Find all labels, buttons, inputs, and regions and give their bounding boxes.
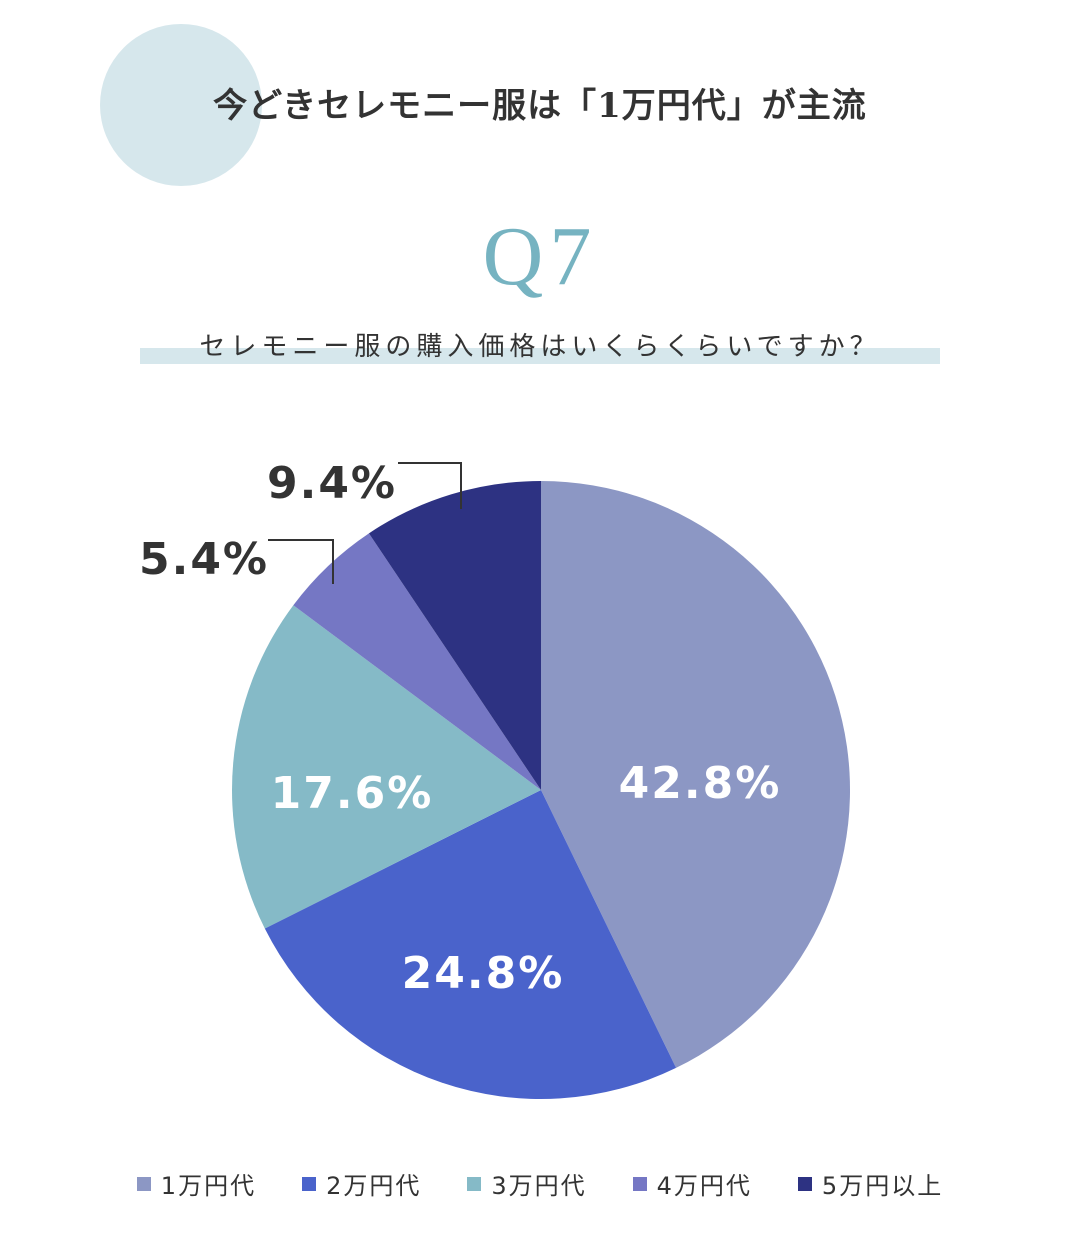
- pie-slice-2: [264, 790, 677, 1100]
- legend-item: 1万円代: [136, 1166, 257, 1201]
- legend-item: 2万円代: [302, 1166, 421, 1201]
- leader-line: [268, 539, 334, 584]
- legend-swatch: [467, 1176, 482, 1191]
- question-number: Q7: [482, 210, 598, 303]
- legend-label: 3万円代: [491, 1172, 587, 1200]
- pie-slice-1: [541, 481, 851, 1068]
- slice-value-label: 17.6%: [271, 768, 434, 819]
- leader-line: [398, 462, 462, 509]
- chart-legend: 1万円代 2万円代 3万円代 4万円代 5万円以上: [0, 1166, 1080, 1201]
- legend-swatch: [632, 1176, 647, 1191]
- legend-item: 4万円代: [632, 1166, 752, 1201]
- question-text: セレモニー服の購入価格はいくらくらいですか？: [199, 332, 881, 362]
- legend-label: 5万円以上: [821, 1172, 944, 1200]
- pie-chart: 42.8% 24.8% 17.6% 5.4% 9.4%: [139, 458, 851, 1100]
- question-highlight-band: [140, 348, 940, 364]
- legend-label: 4万円代: [656, 1172, 752, 1200]
- legend-label: 2万円代: [326, 1172, 422, 1200]
- slice-value-label: 9.4%: [267, 458, 397, 509]
- pie-slice-3: [232, 605, 541, 929]
- legend-swatch: [797, 1176, 812, 1191]
- slice-value-label: 5.4%: [139, 534, 269, 585]
- slice-value-label: 42.8%: [619, 758, 782, 809]
- page-title: 今どきセレモニー服は「1万円代」が主流: [213, 86, 867, 126]
- legend-swatch: [136, 1176, 151, 1191]
- legend-item: 5万円以上: [797, 1166, 944, 1201]
- legend-swatch: [302, 1176, 317, 1191]
- heading-decor-circle: [100, 24, 262, 186]
- pie-slice-4: [293, 533, 541, 790]
- legend-label: 1万円代: [160, 1172, 257, 1200]
- pie-slice-5: [368, 481, 541, 790]
- slice-value-label: 24.8%: [402, 948, 565, 999]
- legend-item: 3万円代: [467, 1166, 586, 1201]
